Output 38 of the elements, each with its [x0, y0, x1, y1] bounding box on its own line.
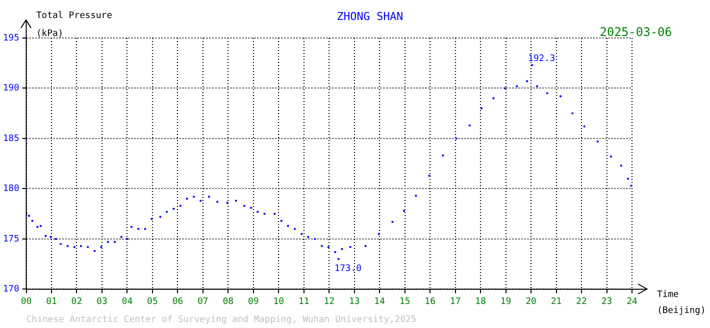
x-axis-title: Time (Beijing) — [657, 290, 706, 316]
text: Chinese Antarctic Center of Surveying and Mapping, Wuhan University,2025 — [26, 315, 416, 325]
x-tick-label: 19 — [500, 296, 512, 307]
x-tick-label: 12 — [324, 296, 335, 307]
x-tick-label: 11 — [298, 296, 310, 307]
x-tick-label: 17 — [450, 296, 461, 307]
x-tick-label: 13 — [348, 296, 360, 307]
x-tick-label: 06 — [172, 296, 184, 307]
y-tick-label: 180 — [2, 184, 20, 194]
x-tick-label: 09 — [248, 296, 259, 307]
x-tick-label: 04 — [122, 296, 133, 307]
y-tick-label: 185 — [2, 134, 20, 144]
x-tick-label: 22 — [576, 296, 587, 307]
annotation: 192.3 — [528, 54, 556, 64]
x-tick-label: 15 — [399, 296, 410, 307]
chart-title: ZHONG SHAN — [336, 10, 404, 23]
x-tick-label: 01 — [46, 296, 57, 307]
y-tick-label: 175 — [2, 234, 20, 244]
x-tick-label: 18 — [475, 296, 486, 307]
x-tick-label: 14 — [374, 296, 386, 307]
x-tick-label: 08 — [222, 296, 234, 307]
y-tick-label: 170 — [2, 284, 20, 295]
x-tick-label: 02 — [71, 296, 82, 307]
chart-subtitle: 2025-03-06 — [600, 25, 672, 39]
y-tick-label: 195 — [2, 33, 20, 44]
x-tick-label: 03 — [96, 296, 108, 307]
x-tick-label: 00 — [20, 296, 32, 307]
x-tick-label: 05 — [147, 296, 158, 307]
x-tick-label: 23 — [601, 296, 612, 307]
x-tick-label: 10 — [273, 296, 284, 307]
y-axis-title: Total Pressure (kPa) — [36, 11, 112, 39]
x-tick-label: 16 — [424, 296, 436, 307]
x-tick-label: 07 — [198, 296, 208, 307]
x-tick-label: 20 — [526, 296, 536, 307]
x-tick-label: 24 — [626, 296, 638, 307]
x-tick-label: 21 — [550, 296, 562, 307]
y-tick-label: 190 — [2, 84, 20, 94]
annotation: 173.0 — [334, 264, 362, 274]
